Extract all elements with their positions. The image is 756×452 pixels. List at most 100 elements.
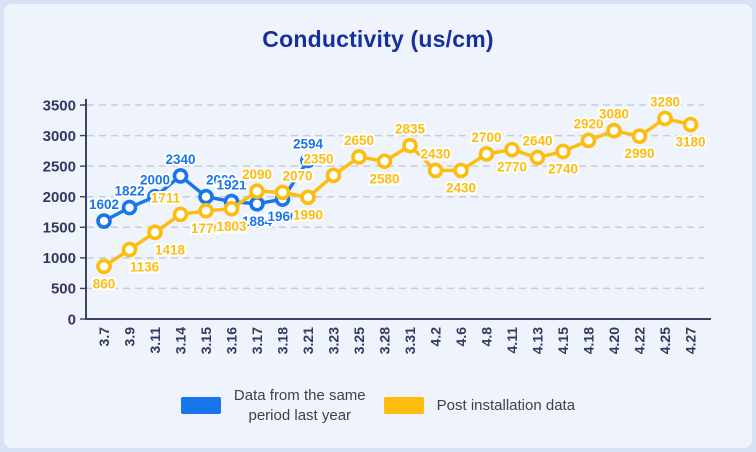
legend-label-post-installation: Post installation data: [436, 396, 576, 414]
data-point: [504, 141, 520, 158]
data-point: [478, 146, 495, 162]
svg-text:4.13: 4.13: [529, 327, 545, 354]
data-label: 2740: [548, 161, 578, 176]
svg-text:3.18: 3.18: [274, 327, 290, 354]
svg-text:0: 0: [68, 311, 76, 328]
data-label: 1822: [114, 184, 144, 199]
svg-text:3.25: 3.25: [351, 327, 367, 354]
svg-text:4.25: 4.25: [657, 327, 673, 354]
data-point: [657, 110, 673, 127]
data-point: [631, 128, 648, 144]
data-point: [606, 122, 622, 139]
data-label: 2920: [573, 116, 603, 131]
data-label: 2990: [624, 146, 654, 161]
data-label: 2430: [446, 180, 476, 195]
data-point: [198, 188, 214, 205]
data-label: 2770: [497, 160, 527, 175]
svg-text:3.31: 3.31: [402, 327, 418, 354]
data-label: 2700: [471, 130, 501, 145]
svg-text:4.15: 4.15: [555, 327, 571, 354]
svg-text:4.20: 4.20: [606, 327, 622, 354]
data-point: [223, 200, 240, 217]
svg-text:4.22: 4.22: [631, 327, 647, 354]
data-label: 3180: [675, 135, 705, 150]
data-label: 2340: [165, 152, 195, 167]
axes: [80, 99, 711, 320]
data-point: [351, 149, 367, 165]
series-post-installation: [96, 110, 699, 275]
legend-swatch-post-installation: [383, 397, 424, 414]
svg-text:3.16: 3.16: [223, 327, 239, 354]
data-point: [249, 183, 265, 200]
data-label: 1884: [242, 214, 273, 229]
data-point: [376, 153, 393, 170]
data-point: [198, 202, 214, 219]
legend-item-last-year[interactable]: Data from the same period last year: [180, 386, 366, 425]
svg-text:3.23: 3.23: [325, 327, 341, 354]
svg-text:1000: 1000: [43, 250, 76, 267]
svg-text:3.28: 3.28: [376, 327, 392, 354]
data-point: [453, 162, 469, 179]
data-point: [172, 206, 189, 223]
data-point: [147, 224, 163, 241]
data-label: 860: [93, 276, 116, 291]
data-label: 1136: [130, 260, 160, 275]
svg-text:500: 500: [51, 281, 76, 298]
svg-text:4.27: 4.27: [682, 327, 698, 354]
data-point: [682, 116, 699, 133]
data-point: [121, 241, 138, 258]
data-label: 1960: [267, 209, 297, 224]
data-label: 3280: [650, 94, 680, 109]
chart-legend: Data from the same period last year Post…: [4, 386, 752, 425]
data-point: [580, 132, 597, 149]
svg-text:4.8: 4.8: [478, 327, 494, 347]
data-label: 2430: [420, 146, 450, 161]
data-point: [325, 167, 342, 184]
svg-text:2500: 2500: [43, 158, 76, 175]
data-label: 2090: [242, 167, 272, 182]
svg-text:3.11: 3.11: [147, 327, 163, 354]
data-point: [147, 188, 163, 205]
legend-swatch-last-year: [180, 397, 221, 414]
data-point: [121, 199, 138, 216]
svg-text:4.11: 4.11: [504, 327, 520, 354]
x-axis-labels: 3.7 3.9 3.11 3.14 3.15 3.16 3.17 3.18 3.21 3.23 3.…: [96, 327, 699, 354]
gridlines: [87, 104, 704, 290]
svg-text:3.14: 3.14: [172, 327, 188, 354]
svg-text:1500: 1500: [43, 220, 76, 237]
data-label: 2000: [140, 173, 170, 188]
data-point: [96, 213, 112, 229]
data-label: 2835: [395, 122, 426, 137]
legend-item-post-installation[interactable]: Post installation data: [383, 396, 576, 416]
y-axis-labels: 0 500 1000 1500 2000 2500 3000 3500: [43, 97, 76, 328]
svg-text:3000: 3000: [43, 128, 76, 145]
svg-text:4.18: 4.18: [580, 327, 596, 354]
svg-text:2000: 2000: [43, 189, 76, 206]
svg-text:3.7: 3.7: [96, 327, 112, 347]
data-label: 1418: [155, 242, 186, 257]
svg-text:4.6: 4.6: [453, 327, 469, 347]
data-label: 2070: [282, 168, 312, 183]
data-point: [529, 149, 546, 166]
chart-card: Conductivity (us/cm) 0 500 1000 1500 2000 250…: [4, 4, 752, 448]
svg-text:3.21: 3.21: [300, 327, 316, 354]
data-point: [249, 196, 265, 212]
svg-text:3.15: 3.15: [198, 327, 214, 354]
data-label: 2000: [206, 173, 236, 188]
chart-area: 0 500 1000 1500 2000 2500 3000 3500 3.7 3.9 3.11 3.…: [4, 57, 752, 384]
data-label: 2640: [522, 134, 552, 149]
data-label: 1711: [151, 190, 181, 205]
svg-text:4.2: 4.2: [427, 327, 443, 347]
data-point: [427, 162, 444, 179]
data-point: [300, 152, 316, 169]
data-label: 1990: [293, 207, 323, 222]
data-point: [555, 143, 571, 160]
data-label: 2650: [344, 133, 374, 148]
data-label: 1921: [216, 178, 247, 193]
svg-text:3500: 3500: [43, 97, 76, 114]
svg-text:3.17: 3.17: [249, 327, 265, 354]
